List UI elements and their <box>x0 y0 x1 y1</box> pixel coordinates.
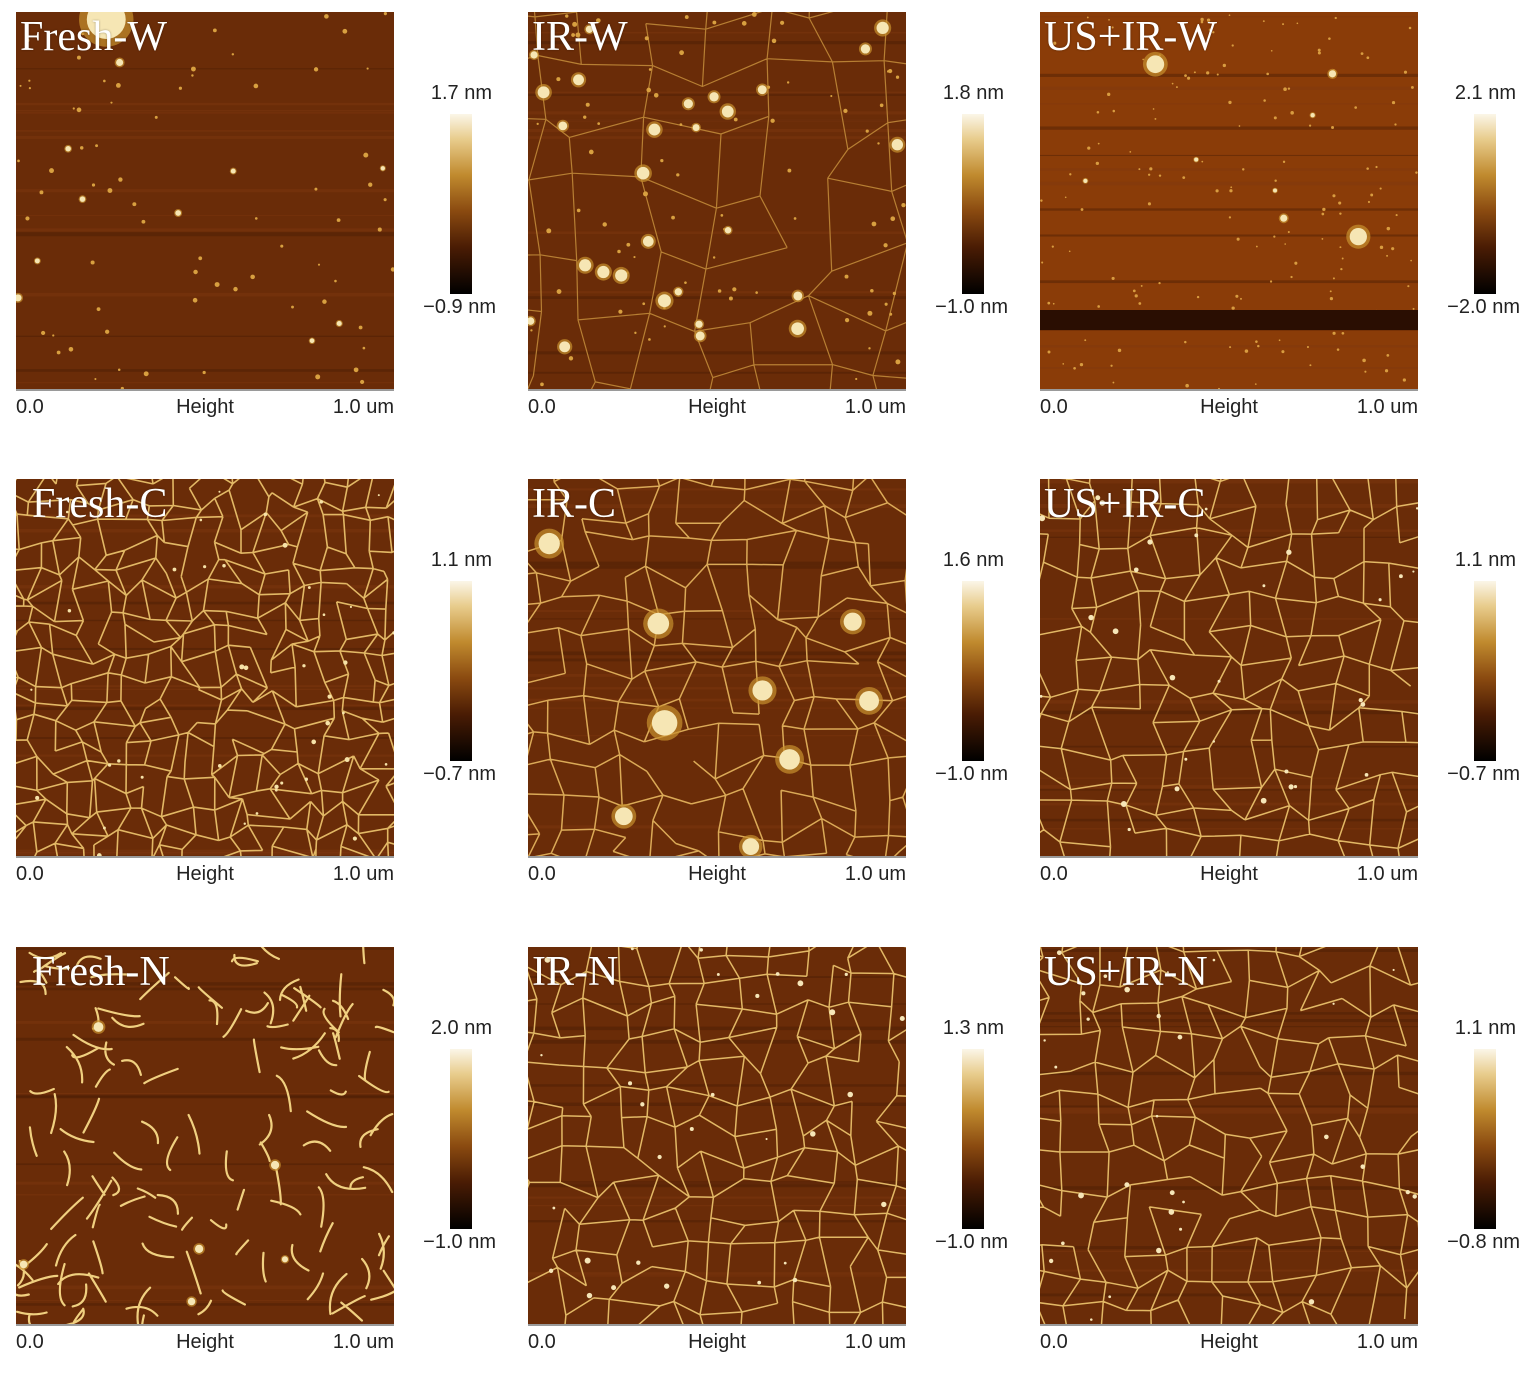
x-axis-line <box>16 1324 394 1326</box>
afm-image <box>16 479 394 856</box>
afm-panel-fresh-c: Fresh-C 0.0 Height 1.0 um 1.1 nm −0.7 nm <box>0 467 512 907</box>
axis-start-label: 0.0 <box>16 863 44 885</box>
colorbar-min-label: −1.0 nm <box>935 296 1008 318</box>
colorbar <box>962 114 984 294</box>
x-axis-line <box>16 389 394 391</box>
axis-start-label: 0.0 <box>1040 1331 1068 1353</box>
axis-start-label: 0.0 <box>528 1331 556 1353</box>
axis-start-label: 0.0 <box>16 396 44 418</box>
afm-image <box>528 947 906 1324</box>
colorbar-max-label: 1.6 nm <box>942 549 1004 571</box>
axis-title: Height <box>176 1331 234 1353</box>
afm-image <box>1040 479 1418 856</box>
panel-label: IR-W <box>532 14 628 60</box>
axis-end-label: 1.0 um <box>844 1331 906 1353</box>
axis-end-label: 1.0 um <box>332 863 394 885</box>
axis-start-label: 0.0 <box>528 863 556 885</box>
panel-label: US+IR-W <box>1044 14 1218 60</box>
afm-panel-us-ir-n: US+IR-N 0.0 Height 1.0 um 1.1 nm −0.8 nm <box>1024 935 1532 1375</box>
afm-panel-us-ir-c: US+IR-C 0.0 Height 1.0 um 1.1 nm −0.7 nm <box>1024 467 1532 907</box>
colorbar <box>450 581 472 761</box>
panel-label: IR-C <box>532 481 616 527</box>
x-axis-line <box>1040 856 1418 858</box>
colorbar <box>1474 581 1496 761</box>
axis-end-label: 1.0 um <box>1356 863 1418 885</box>
afm-image <box>16 947 394 1324</box>
colorbar <box>1474 114 1496 294</box>
axis-start-label: 0.0 <box>1040 863 1068 885</box>
axis-title: Height <box>1200 863 1258 885</box>
colorbar-max-label: 2.0 nm <box>430 1017 492 1039</box>
colorbar-max-label: 2.1 nm <box>1454 82 1516 104</box>
x-axis-line <box>1040 389 1418 391</box>
axis-start-label: 0.0 <box>1040 396 1068 418</box>
colorbar-min-label: −0.9 nm <box>423 296 496 318</box>
afm-image <box>528 479 906 856</box>
axis-title: Height <box>1200 396 1258 418</box>
x-axis-line <box>16 856 394 858</box>
x-axis-line <box>528 1324 906 1326</box>
axis-end-label: 1.0 um <box>1356 396 1418 418</box>
afm-panel-ir-n: IR-N 0.0 Height 1.0 um 1.3 nm −1.0 nm <box>512 935 1024 1375</box>
axis-end-label: 1.0 um <box>332 396 394 418</box>
axis-title: Height <box>1200 1331 1258 1353</box>
panel-label: IR-N <box>532 949 619 995</box>
afm-panel-us-ir-w: US+IR-W 0.0 Height 1.0 um 2.1 nm −2.0 nm <box>1024 0 1532 440</box>
colorbar-min-label: −1.0 nm <box>935 1231 1008 1253</box>
colorbar <box>450 1049 472 1229</box>
afm-image <box>528 12 906 389</box>
colorbar-min-label: −0.8 nm <box>1447 1231 1520 1253</box>
axis-end-label: 1.0 um <box>1356 1331 1418 1353</box>
afm-panel-ir-c: IR-C 0.0 Height 1.0 um 1.6 nm −1.0 nm <box>512 467 1024 907</box>
axis-end-label: 1.0 um <box>332 1331 394 1353</box>
x-axis-line <box>528 856 906 858</box>
colorbar <box>962 1049 984 1229</box>
panel-label: US+IR-N <box>1044 949 1208 995</box>
axis-start-label: 0.0 <box>528 396 556 418</box>
colorbar-max-label: 1.7 nm <box>430 82 492 104</box>
colorbar-min-label: −1.0 nm <box>935 763 1008 785</box>
x-axis-line <box>528 389 906 391</box>
colorbar <box>450 114 472 294</box>
colorbar-max-label: 1.3 nm <box>942 1017 1004 1039</box>
axis-title: Height <box>688 863 746 885</box>
colorbar <box>1474 1049 1496 1229</box>
colorbar-min-label: −0.7 nm <box>423 763 496 785</box>
panel-label: US+IR-C <box>1044 481 1206 527</box>
colorbar-max-label: 1.8 nm <box>942 82 1004 104</box>
panel-label: Fresh-N <box>32 949 170 995</box>
panel-label: Fresh-W <box>20 14 167 60</box>
axis-title: Height <box>688 396 746 418</box>
colorbar-min-label: −0.7 nm <box>1447 763 1520 785</box>
colorbar <box>962 581 984 761</box>
afm-panel-fresh-w: Fresh-W 0.0 Height 1.0 um 1.7 nm −0.9 nm <box>0 0 512 440</box>
colorbar-min-label: −1.0 nm <box>423 1231 496 1253</box>
axis-end-label: 1.0 um <box>844 863 906 885</box>
axis-title: Height <box>176 396 234 418</box>
axis-end-label: 1.0 um <box>844 396 906 418</box>
colorbar-min-label: −2.0 nm <box>1447 296 1520 318</box>
colorbar-max-label: 1.1 nm <box>1454 1017 1516 1039</box>
x-axis-line <box>1040 1324 1418 1326</box>
afm-panel-fresh-n: Fresh-N 0.0 Height 1.0 um 2.0 nm −1.0 nm <box>0 935 512 1375</box>
colorbar-max-label: 1.1 nm <box>1454 549 1516 571</box>
panel-label: Fresh-C <box>32 481 168 527</box>
axis-start-label: 0.0 <box>16 1331 44 1353</box>
afm-panel-ir-w: IR-W 0.0 Height 1.0 um 1.8 nm −1.0 nm <box>512 0 1024 440</box>
axis-title: Height <box>688 1331 746 1353</box>
afm-image <box>1040 947 1418 1324</box>
afm-image <box>1040 12 1418 389</box>
axis-title: Height <box>176 863 234 885</box>
afm-image <box>16 12 394 389</box>
colorbar-max-label: 1.1 nm <box>430 549 492 571</box>
